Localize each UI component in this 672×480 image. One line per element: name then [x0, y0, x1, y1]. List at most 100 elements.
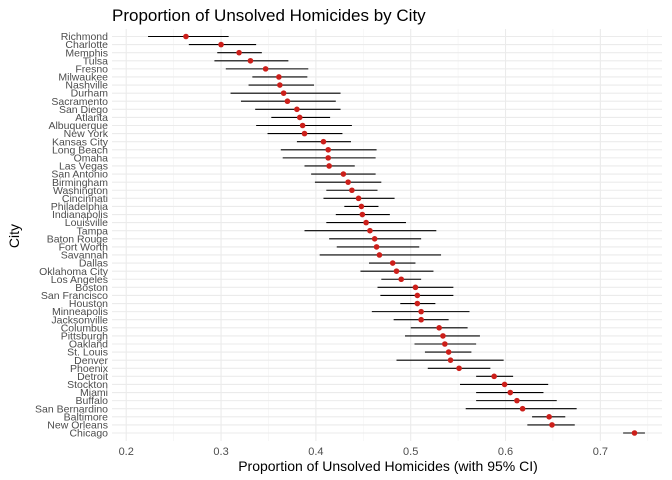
city-tick-label: Fresno [75, 63, 108, 75]
city-tick-label: Memphis [65, 47, 108, 59]
city-tick-label: Buffalo [76, 395, 109, 407]
estimate-point [358, 203, 365, 210]
estimate-point [355, 195, 362, 202]
city-tick-label: Durham [71, 88, 109, 100]
estimate-point [501, 381, 508, 388]
city-tick-label: Charlotte [65, 39, 108, 51]
city-tick-label: Atlanta [75, 112, 108, 124]
city-tick-label: Cincinnati [62, 193, 108, 205]
estimate-point [299, 122, 306, 129]
estimate-point [631, 430, 638, 436]
city-tick-label: Columbus [61, 322, 108, 334]
city-tick-label: St. Louis [67, 347, 108, 359]
estimate-point [218, 41, 224, 48]
city-tick-label: Oklahoma City [39, 266, 109, 278]
estimate-point [363, 219, 369, 226]
chart-title: Proportion of Unsolved Homicides by City [112, 6, 426, 25]
x-tick-label: 0.5 [403, 446, 418, 458]
city-tick-label: San Diego [59, 104, 108, 116]
city-tick-label: Tampa [76, 225, 108, 237]
x-tick-label: 0.2 [119, 446, 134, 458]
estimate-point [519, 405, 526, 412]
estimate-point [326, 163, 332, 169]
data-points [183, 33, 638, 436]
city-tick-label: Louisville [65, 217, 108, 229]
estimate-point [340, 171, 347, 177]
estimate-point [280, 90, 287, 96]
city-tick-label: Washington [53, 185, 108, 197]
estimate-point [445, 349, 452, 355]
estimate-point [447, 357, 454, 363]
city-tick-label: Birmingham [52, 177, 108, 189]
city-tick-label: Indianapolis [52, 209, 108, 221]
city-tick-label: Kansas City [52, 136, 109, 148]
estimate-point [371, 235, 378, 242]
estimate-point [294, 106, 300, 113]
estimate-point [325, 155, 332, 161]
estimate-point [440, 333, 446, 339]
city-tick-label: Long Beach [52, 144, 108, 156]
city-tick-label: Philadelphia [51, 201, 108, 213]
city-tick-label: Phoenix [70, 363, 109, 375]
city-tick-label: Omaha [74, 152, 109, 164]
city-tick-label: Albuquerque [48, 120, 108, 132]
estimate-point [276, 74, 282, 80]
estimate-point [418, 316, 424, 323]
estimate-point [414, 300, 421, 307]
city-tick-label: Detroit [77, 371, 108, 383]
city-tick-label: Dallas [79, 258, 108, 270]
city-tick-label: Savannah [61, 250, 108, 262]
city-tick-label: Baltimore [64, 411, 109, 423]
city-tick-label: Milwaukee [58, 72, 108, 84]
estimate-point [546, 414, 552, 420]
estimate-point [345, 179, 351, 185]
city-tick-label: Houston [69, 298, 108, 310]
city-tick-labels: RichmondCharlotteMemphisTulsaFresnoMilwa… [35, 31, 109, 440]
x-tick-label: 0.4 [308, 446, 323, 458]
city-tick-label: Miami [80, 387, 108, 399]
x-tick-label: 0.7 [593, 446, 608, 458]
x-tick-labels: 0.2 0.3 0.4 0.5 0.6 0.7 [119, 446, 608, 458]
estimate-point [418, 308, 424, 315]
estimate-point [549, 422, 555, 428]
x-axis-title: Proportion of Unsolved Homicides (with 9… [238, 458, 538, 474]
city-tick-label: Jacksonville [51, 314, 108, 326]
estimate-point [325, 146, 332, 153]
estimate-point [507, 389, 514, 396]
y-axis-title: City [6, 224, 22, 248]
estimate-point [320, 138, 327, 145]
city-tick-label: Stockton [67, 379, 108, 391]
city-tick-label: Baton Rouge [47, 233, 108, 245]
city-tick-label: Fort Worth [59, 241, 109, 253]
estimate-point [389, 260, 396, 266]
city-tick-label: San Francisco [41, 290, 108, 302]
estimate-point [247, 57, 254, 64]
estimate-point [367, 227, 373, 234]
estimate-point [277, 82, 283, 88]
city-tick-label: Chicago [69, 428, 108, 440]
estimate-point [183, 33, 189, 40]
city-tick-label: Pittsburgh [61, 330, 108, 342]
city-tick-label: San Antonio [51, 169, 108, 181]
x-tick-label: 0.3 [213, 446, 228, 458]
estimate-point [373, 244, 380, 250]
estimate-point [412, 284, 419, 291]
estimate-point [393, 268, 400, 274]
estimate-point [436, 325, 442, 331]
estimate-point [398, 276, 405, 283]
estimate-point [376, 252, 383, 258]
city-tick-label: Denver [74, 355, 108, 367]
grid-lines [112, 29, 662, 441]
estimate-point [456, 365, 462, 372]
city-tick-label: Minneapolis [52, 306, 108, 318]
city-tick-label: Nashville [65, 80, 108, 92]
city-tick-label: Tulsa [83, 55, 108, 67]
x-tick-label: 0.6 [498, 446, 513, 458]
city-tick-label: Las Vegas [59, 161, 108, 173]
estimate-point [236, 49, 242, 56]
estimate-point [301, 130, 308, 137]
estimate-point [284, 98, 291, 105]
